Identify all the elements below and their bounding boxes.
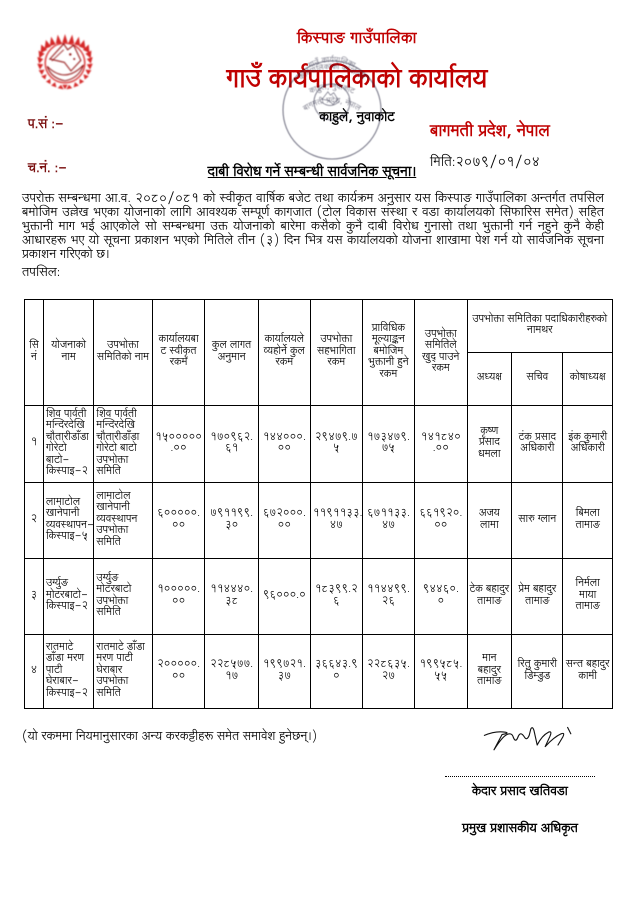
svg-text:बागमती प्रदेश, नेपाल: बागमती प्रदेश, नेपाल xyxy=(300,95,363,115)
svg-text:कार्यपालिकाको कार्यालय: कार्यपालिकाको कार्यालय xyxy=(296,61,368,84)
